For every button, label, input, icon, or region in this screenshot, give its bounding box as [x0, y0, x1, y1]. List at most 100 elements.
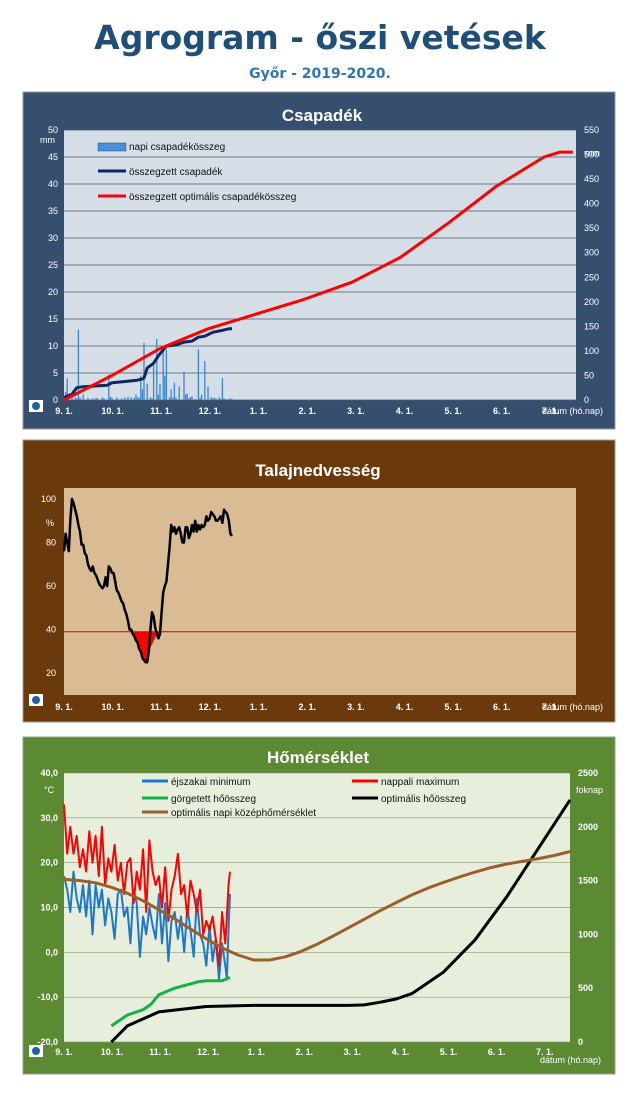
y-right-tick-label: 1000 — [578, 929, 598, 939]
y-left-tick-label: -20,0 — [37, 1037, 58, 1047]
precip-bar — [186, 393, 188, 400]
y-left-tick-label: 30 — [48, 233, 58, 243]
legend-min: éjszakai minimum — [171, 777, 250, 788]
x-tick-label: 5. 1. — [444, 406, 462, 416]
precip-xlabel: dátum (hó.nap) — [542, 406, 603, 416]
x-tick-label: 9. 1. — [55, 1047, 73, 1057]
deficit-area — [130, 631, 162, 663]
y-left-tick-label: 40 — [48, 179, 58, 189]
y-right-tick-label: 500 — [584, 150, 599, 160]
cumulative-precip-line — [63, 327, 232, 399]
x-tick-label: 2. 1. — [296, 1047, 314, 1057]
precip-bar — [116, 397, 118, 400]
precip-bar — [111, 397, 113, 400]
y-left-tick-label: 50 — [48, 125, 58, 135]
y-right-tick-label: 550 — [584, 125, 599, 135]
precip-bar — [157, 394, 160, 400]
y-tick-label: 20 — [46, 668, 56, 678]
x-tick-label: 3. 1. — [344, 1047, 362, 1057]
precip-bar — [141, 389, 144, 400]
y-right-tick-label: 2500 — [578, 768, 598, 778]
precip-bar — [229, 398, 232, 400]
y-left-tick-label: 0 — [53, 395, 58, 405]
y-left-tick-label: 5 — [53, 368, 58, 378]
y-left-tick-label: -10,0 — [37, 992, 58, 1002]
precip-bar — [188, 398, 190, 400]
y-tick-label: 40 — [46, 625, 56, 635]
precip-bar — [178, 386, 180, 400]
optimal-heat-sum-line — [110, 799, 572, 1044]
x-tick-label: 6. 1. — [493, 406, 511, 416]
precip-bar — [156, 338, 158, 400]
soil-moisture-line — [62, 497, 233, 664]
x-tick-label: 12. 1. — [197, 1047, 220, 1057]
x-tick-label: 10. 1. — [101, 702, 124, 712]
page-subtitle: Győr - 2019-2020. — [249, 66, 391, 82]
y-left-tick-label: 10 — [48, 341, 58, 351]
x-tick-label: 1. 1. — [248, 1047, 266, 1057]
x-tick-label: 7. 1. — [536, 1047, 554, 1057]
legend-cum-precip: összegzett csapadék — [129, 167, 223, 178]
precip-bar — [133, 397, 136, 400]
precip-bar — [74, 397, 76, 400]
precip-bar — [146, 383, 148, 400]
precip-bar — [138, 397, 140, 400]
x-tick-label: 5. 1. — [444, 702, 462, 712]
precip-bar — [87, 397, 89, 400]
precip-bar — [95, 397, 97, 400]
y-right-tick-label: 50 — [584, 370, 594, 380]
precip-bar — [136, 397, 139, 400]
soil-xlabel: dátum (hó.nap) — [542, 702, 603, 712]
y-right-tick-label: 400 — [584, 199, 599, 209]
precip-bar — [197, 349, 200, 400]
x-tick-label: 2. 1. — [298, 702, 316, 712]
precip-bar — [184, 394, 187, 400]
x-tick-label: 7. 1. — [542, 406, 560, 416]
night-min-line — [63, 870, 231, 981]
precip-bar — [82, 394, 84, 400]
precip-bar — [124, 397, 126, 400]
precip-bar — [152, 364, 155, 400]
x-tick-label: 12. 1. — [199, 702, 222, 712]
precip-ylabel-right: mm — [585, 148, 600, 158]
legend-max: nappali maximum — [381, 777, 459, 788]
optimal-cumulative-precip-line — [63, 150, 573, 402]
precip-bar — [220, 398, 222, 400]
x-tick-label: 9. 1. — [55, 702, 73, 712]
precip-title: Csapadék — [282, 106, 363, 125]
precip-ylabel-left: mm — [40, 135, 55, 145]
y-right-tick-label: 500 — [578, 983, 593, 993]
x-tick-label: 3. 1. — [347, 702, 365, 712]
y-right-tick-label: 150 — [584, 321, 599, 331]
precip-bar — [175, 397, 177, 400]
precip-bar — [170, 389, 172, 400]
y-left-tick-label: 25 — [48, 260, 58, 270]
precip-bar — [223, 398, 225, 400]
x-tick-label: 3. 1. — [347, 406, 365, 416]
page-title: Agrogram - őszi vetések — [94, 18, 546, 57]
y-left-tick-label: 0,0 — [45, 947, 58, 957]
legend-daily-precip: napi csapadékösszeg — [129, 142, 225, 153]
y-right-tick-label: 0 — [584, 395, 589, 405]
y-right-tick-label: 200 — [584, 297, 599, 307]
x-tick-label: 4. 1. — [396, 702, 414, 712]
y-right-tick-label: 300 — [584, 248, 599, 258]
y-right-tick-label: 1500 — [578, 876, 598, 886]
precip-bar — [165, 349, 168, 400]
precip-bar — [79, 397, 81, 400]
precip-bar — [140, 375, 142, 400]
precip-bar — [215, 398, 217, 400]
temp-xlabel: dátum (hó.nap) — [540, 1055, 601, 1065]
precip-bar — [120, 398, 123, 400]
y-left-tick-label: 35 — [48, 206, 58, 216]
y-left-tick-label: 10,0 — [40, 903, 58, 913]
legend-swatch-daily — [97, 142, 127, 152]
precip-bar — [92, 398, 94, 400]
precip-bar — [101, 397, 104, 400]
precip-bar — [162, 351, 164, 400]
x-tick-label: 11. 1. — [149, 1047, 171, 1057]
precip-bar — [71, 395, 73, 400]
precip-bar — [204, 361, 206, 400]
x-tick-label: 11. 1. — [150, 702, 172, 712]
x-tick-label: 4. 1. — [392, 1047, 410, 1057]
